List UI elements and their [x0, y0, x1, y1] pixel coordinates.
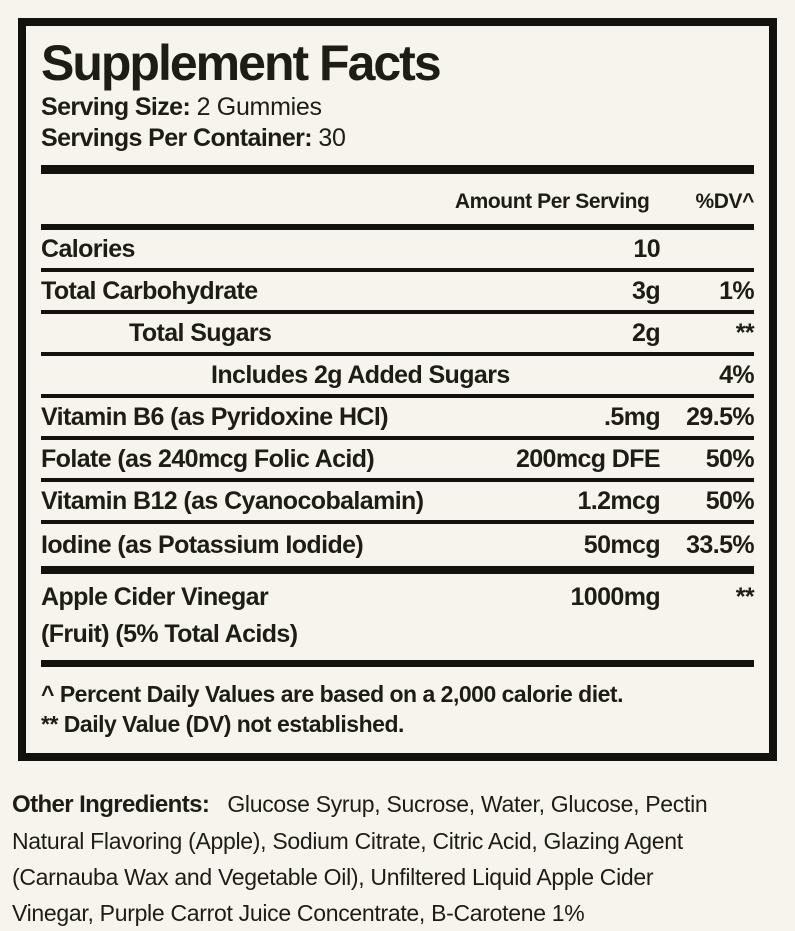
- table-row-apple-cider-vinegar: Apple Cider Vinegar 1000mg ** (Fruit) (5…: [41, 574, 755, 660]
- dv-column-header: %DV^: [695, 190, 754, 213]
- amount-column-header: Amount Per Serving: [454, 190, 650, 213]
- acv-line2: (Fruit) (5% Total Acids): [41, 620, 298, 648]
- footnote-dv-not-established: ** Daily Value (DV) not established.: [41, 711, 404, 737]
- row-name: Includes 2g Added Sugars: [211, 360, 510, 389]
- servings-per-container-value: 30: [318, 124, 346, 152]
- row-amount: 3g: [632, 276, 661, 305]
- row-dv: 50%: [705, 486, 755, 515]
- table-row-folate: Folate (as 240mcg Folic Acid) 200mcg DFE…: [41, 440, 755, 482]
- row-dv: 33.5%: [686, 530, 754, 559]
- row-name: Calories: [41, 234, 135, 263]
- row-amount: 50mcg: [583, 530, 661, 559]
- serving-size-line: Serving Size: 2 Gummies: [41, 92, 754, 123]
- separator-above-footnotes: [41, 660, 754, 667]
- separator-thick-top: [41, 165, 754, 174]
- other-ingredients-line3: (Carnauba Wax and Vegetable Oil), Unfilt…: [12, 864, 654, 890]
- other-ingredients-label: Other Ingredients:: [12, 791, 210, 818]
- row-dv: 1%: [719, 276, 755, 305]
- row-name: Folate (as 240mcg Folic Acid): [41, 444, 375, 473]
- other-ingredients-line4: Vinegar, Purple Carrot Juice Concentrate…: [12, 900, 585, 926]
- row-name: Vitamin B12 (as Cyanocobalamin): [41, 486, 424, 515]
- row-dv: 29.5%: [686, 402, 754, 431]
- other-ingredients-line2: Natural Flavoring (Apple), Sodium Citrat…: [12, 828, 683, 854]
- serving-size-label: Serving Size:: [41, 93, 191, 121]
- row-amount: 1000mg: [570, 582, 660, 611]
- table-row-vitamin-b12: Vitamin B12 (as Cyanocobalamin) 1.2mcg 5…: [41, 482, 755, 524]
- serving-size-value: 2 Gummies: [196, 93, 322, 121]
- row-amount: 1.2mcg: [577, 486, 660, 515]
- table-row-total-sugars: Total Sugars 2g **: [41, 314, 755, 356]
- footnotes: ^ Percent Daily Values are based on a 2,…: [41, 667, 754, 739]
- row-amount: 2g: [632, 318, 661, 347]
- table-row-iodine: Iodine (as Potassium Iodide) 50mcg 33.5%: [41, 524, 755, 566]
- row-name: Apple Cider Vinegar: [41, 582, 269, 611]
- row-name: Total Sugars: [129, 318, 272, 347]
- separator-above-acv: [41, 566, 754, 574]
- servings-per-container-line: Servings Per Container: 30: [41, 123, 754, 154]
- acv-line1: Apple Cider Vinegar 1000mg **: [41, 578, 755, 616]
- other-ingredients-section: Other Ingredients: Glucose Syrup, Sucros…: [12, 786, 787, 931]
- row-dv: 50%: [705, 444, 755, 473]
- table-row-vitamin-b6: Vitamin B6 (as Pyridoxine HCl) .5mg 29.5…: [41, 398, 755, 440]
- separator-under-header: [41, 224, 754, 230]
- column-header-row: Amount Per Serving %DV^: [41, 174, 755, 224]
- panel-title: Supplement Facts: [41, 35, 442, 91]
- supplement-facts-panel: Supplement Facts Serving Size: 2 Gummies…: [18, 18, 777, 761]
- other-ingredients-text1: Glucose Syrup, Sucrose, Water, Glucose, …: [227, 791, 708, 817]
- row-name: Total Carbohydrate: [41, 276, 258, 305]
- other-ingredients-line1: Other Ingredients: Glucose Syrup, Sucros…: [12, 786, 787, 823]
- footnote-daily-values: ^ Percent Daily Values are based on a 2,…: [41, 681, 623, 707]
- table-row-calories: Calories 10: [41, 230, 754, 272]
- table-row-added-sugars: Includes 2g Added Sugars 4%: [41, 356, 755, 398]
- table-row-total-carbohydrate: Total Carbohydrate 3g 1%: [41, 272, 755, 314]
- row-amount: .5mg: [604, 402, 661, 431]
- servings-per-container-label: Servings Per Container:: [41, 124, 313, 152]
- row-amount: 200mcg DFE: [515, 444, 661, 473]
- row-dv: 4%: [719, 360, 755, 389]
- row-amount: 10: [633, 234, 660, 263]
- row-dv: **: [735, 318, 755, 347]
- row-dv: **: [735, 582, 755, 611]
- row-name: Iodine (as Potassium Iodide): [41, 530, 364, 559]
- row-name: Vitamin B6 (as Pyridoxine HCl): [41, 402, 389, 431]
